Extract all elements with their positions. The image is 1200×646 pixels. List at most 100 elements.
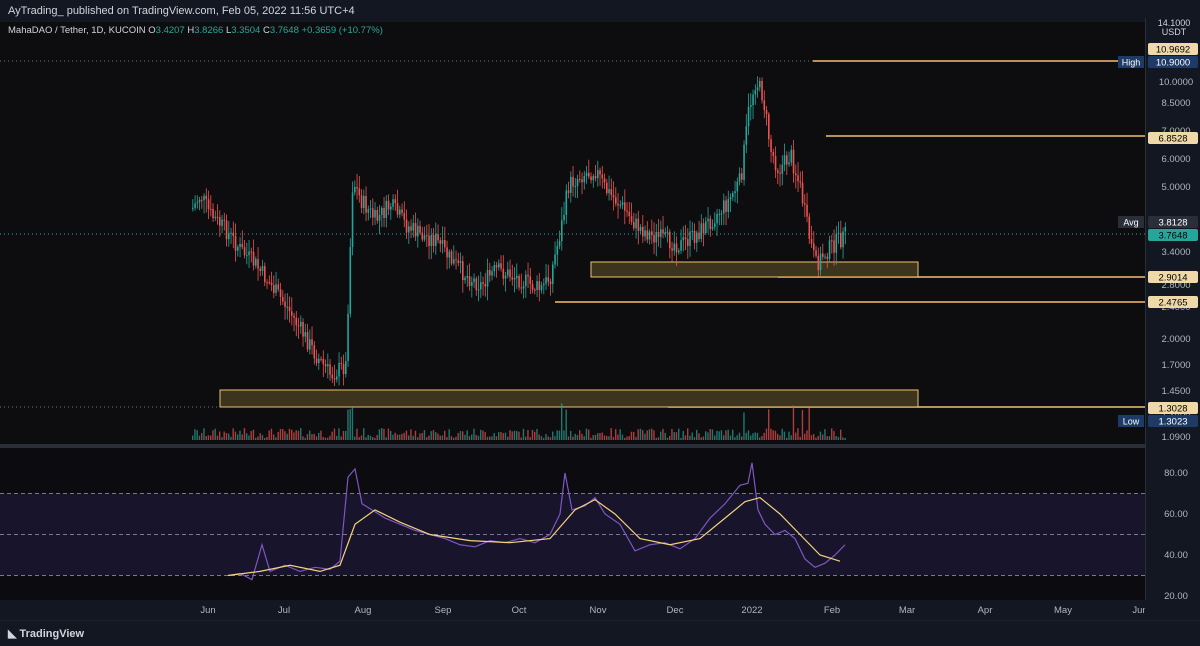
candle-body[interactable] xyxy=(626,210,628,212)
candle-body[interactable] xyxy=(214,216,217,219)
candle-body[interactable] xyxy=(498,263,500,268)
candle-body[interactable] xyxy=(831,240,833,242)
candle-body[interactable] xyxy=(729,197,732,200)
candle-body[interactable] xyxy=(268,282,271,284)
price-label-box[interactable] xyxy=(1148,402,1198,414)
candle-body[interactable] xyxy=(412,222,415,231)
candle-body[interactable] xyxy=(745,126,748,145)
candle-body[interactable] xyxy=(293,315,295,318)
candle-body[interactable] xyxy=(509,269,511,278)
candle-body[interactable] xyxy=(570,176,572,193)
candle-body[interactable] xyxy=(223,219,226,221)
candle-body[interactable] xyxy=(540,285,543,291)
candle-body[interactable] xyxy=(345,360,347,375)
candle-body[interactable] xyxy=(419,225,421,233)
candle-body[interactable] xyxy=(275,284,277,293)
candle-body[interactable] xyxy=(594,176,597,179)
candle-body[interactable] xyxy=(743,144,745,180)
candle-body[interactable] xyxy=(196,202,199,204)
candle-body[interactable] xyxy=(828,240,831,259)
candle-body[interactable] xyxy=(653,234,655,243)
candle-body[interactable] xyxy=(230,232,232,234)
candle-body[interactable] xyxy=(471,282,473,286)
candle-body[interactable] xyxy=(284,301,286,307)
candle-body[interactable] xyxy=(810,238,813,244)
candle-body[interactable] xyxy=(621,202,624,205)
candle-body[interactable] xyxy=(324,364,327,367)
candle-body[interactable] xyxy=(549,281,552,284)
candle-body[interactable] xyxy=(392,199,394,207)
candle-body[interactable] xyxy=(248,251,250,256)
candle-body[interactable] xyxy=(484,283,487,287)
price-label-box[interactable] xyxy=(1148,271,1198,283)
price-label-box[interactable] xyxy=(1148,56,1198,68)
candle-body[interactable] xyxy=(302,321,304,337)
candle-body[interactable] xyxy=(457,260,460,264)
candle-body[interactable] xyxy=(212,209,214,219)
candle-body[interactable] xyxy=(288,306,291,312)
candle-body[interactable] xyxy=(689,231,691,246)
candle-body[interactable] xyxy=(270,282,273,286)
candle-body[interactable] xyxy=(194,203,196,208)
candle-body[interactable] xyxy=(486,270,489,287)
candle-body[interactable] xyxy=(396,203,399,215)
candle-body[interactable] xyxy=(574,186,577,188)
candle-body[interactable] xyxy=(493,265,496,272)
candle-body[interactable] xyxy=(318,358,320,364)
candle-body[interactable] xyxy=(432,234,435,246)
candle-body[interactable] xyxy=(536,281,538,290)
candle-body[interactable] xyxy=(511,277,514,280)
candle-body[interactable] xyxy=(680,240,682,251)
candle-body[interactable] xyxy=(356,186,358,189)
rsi-ma-line[interactable] xyxy=(227,496,841,577)
candle-body[interactable] xyxy=(795,173,797,176)
candle-body[interactable] xyxy=(603,178,606,183)
candle-body[interactable] xyxy=(590,176,592,181)
candle-body[interactable] xyxy=(387,200,390,210)
candle-body[interactable] xyxy=(306,332,309,350)
candle-body[interactable] xyxy=(556,245,559,255)
price-label-box[interactable] xyxy=(1148,132,1198,144)
candle-body[interactable] xyxy=(817,255,820,271)
candle-body[interactable] xyxy=(682,237,685,241)
candle-body[interactable] xyxy=(741,173,743,180)
candle-body[interactable] xyxy=(408,226,410,233)
candle-body[interactable] xyxy=(239,243,241,247)
candle-body[interactable] xyxy=(446,247,448,258)
price-chart-pane[interactable]: High Avg Low xyxy=(0,22,1145,444)
rsi-pane[interactable] xyxy=(0,448,1145,600)
candle-body[interactable] xyxy=(628,211,631,216)
candle-body[interactable] xyxy=(421,232,424,240)
candle-body[interactable] xyxy=(401,209,403,214)
demand-zone-upper[interactable] xyxy=(590,261,919,278)
candle-body[interactable] xyxy=(750,105,752,107)
candle-body[interactable] xyxy=(651,231,653,235)
candle-body[interactable] xyxy=(826,256,829,259)
candle-body[interactable] xyxy=(261,266,264,271)
candle-body[interactable] xyxy=(612,195,615,198)
candle-body[interactable] xyxy=(648,231,651,240)
candle-body[interactable] xyxy=(709,218,712,229)
candle-body[interactable] xyxy=(286,306,289,308)
candle-body[interactable] xyxy=(615,197,617,204)
candle-body[interactable] xyxy=(673,243,676,251)
candle-body[interactable] xyxy=(297,325,300,327)
candle-body[interactable] xyxy=(669,231,671,249)
candle-body[interactable] xyxy=(369,208,372,210)
candle-body[interactable] xyxy=(365,195,367,213)
candle-body[interactable] xyxy=(738,173,741,182)
candle-body[interactable] xyxy=(637,218,640,231)
time-axis-labels[interactable]: Jun Jul Aug Sep Oct Nov Dec 2022 Feb Mar Apr May Jun xyxy=(0,600,1147,620)
candle-body[interactable] xyxy=(783,155,786,165)
candle-body[interactable] xyxy=(813,243,815,251)
candle-body[interactable] xyxy=(255,259,257,266)
price-label-box[interactable] xyxy=(1148,216,1198,228)
candle-body[interactable] xyxy=(606,182,608,194)
candle-body[interactable] xyxy=(725,200,727,212)
candle-body[interactable] xyxy=(608,189,610,194)
candle-body[interactable] xyxy=(581,179,583,183)
candle-body[interactable] xyxy=(723,200,725,214)
candle-body[interactable] xyxy=(237,246,239,251)
candle-body[interactable] xyxy=(504,275,507,279)
candle-body[interactable] xyxy=(720,213,723,215)
